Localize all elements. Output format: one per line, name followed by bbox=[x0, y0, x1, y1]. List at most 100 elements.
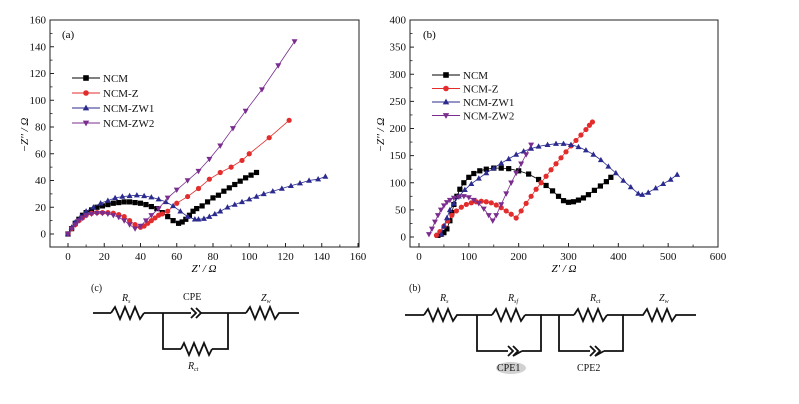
y-tick-label: 350 bbox=[390, 42, 407, 54]
circuit-b-wire-block1 bbox=[476, 314, 542, 352]
data-point bbox=[603, 179, 609, 185]
data-point bbox=[608, 174, 614, 180]
data-point bbox=[110, 200, 116, 206]
data-point bbox=[560, 140, 567, 146]
series-ncm-z bbox=[433, 119, 596, 238]
circuit-c-zw-label: Zw bbox=[261, 293, 271, 305]
data-point bbox=[195, 168, 202, 175]
data-point bbox=[455, 194, 462, 200]
y-tick-label: 60 bbox=[35, 148, 47, 160]
data-point bbox=[437, 207, 444, 213]
data-point bbox=[578, 132, 584, 138]
circuit-c: (c) Rs CPE Zw Rct bbox=[91, 283, 299, 373]
data-point bbox=[183, 216, 189, 222]
legend-item: NCM-ZW2 bbox=[432, 111, 514, 123]
data-point bbox=[65, 231, 71, 238]
chart-b-yticks: 0 50 100 150 200 250 300 350 400 bbox=[390, 15, 414, 244]
data-point bbox=[490, 164, 497, 171]
chart-b-xticks: 0 100 200 300 400 500 600 bbox=[416, 243, 727, 263]
x-tick-label: 100 bbox=[461, 251, 478, 263]
circuit-c-label: (c) bbox=[91, 283, 102, 294]
data-point bbox=[563, 149, 569, 155]
data-point bbox=[137, 223, 144, 230]
data-point bbox=[528, 145, 535, 151]
data-point bbox=[543, 173, 549, 179]
chart-a-xticks: 0 20 40 60 80 100 120 140 160 bbox=[65, 243, 367, 263]
chart-a-frame bbox=[49, 19, 360, 248]
data-point bbox=[533, 186, 539, 192]
x-tick-label: 120 bbox=[277, 251, 294, 263]
data-point bbox=[460, 194, 467, 200]
data-point bbox=[493, 213, 500, 219]
data-point bbox=[560, 198, 567, 204]
data-point bbox=[173, 187, 180, 193]
circuit-b-zw-label: Zw bbox=[659, 293, 669, 305]
data-point bbox=[154, 205, 160, 212]
data-point bbox=[231, 201, 238, 207]
data-point bbox=[315, 176, 322, 182]
data-point bbox=[229, 126, 236, 132]
x-tick-label: 40 bbox=[135, 251, 147, 263]
data-point bbox=[72, 222, 79, 228]
circuit-c-cpe-element bbox=[190, 307, 203, 319]
data-point bbox=[170, 202, 177, 209]
data-point bbox=[170, 218, 176, 224]
x-tick-label: 100 bbox=[241, 251, 258, 263]
data-point bbox=[483, 166, 489, 172]
data-point bbox=[246, 196, 253, 202]
y-tick-label: 250 bbox=[390, 96, 407, 108]
y-tick-label: 0 bbox=[41, 229, 47, 241]
circuit-c-rct-resistor bbox=[180, 340, 213, 358]
chart-a-panel-label: (a) bbox=[62, 29, 75, 41]
chart-b-xlabel: Z' / Ω bbox=[552, 263, 577, 275]
data-point bbox=[228, 164, 234, 170]
data-point bbox=[239, 157, 245, 164]
data-point bbox=[104, 211, 111, 218]
data-point bbox=[440, 203, 447, 209]
data-point bbox=[88, 211, 95, 218]
circuit-b-rsf-resistor bbox=[491, 306, 526, 324]
data-point bbox=[226, 185, 232, 191]
data-point bbox=[645, 189, 652, 195]
data-point bbox=[141, 192, 148, 199]
data-point bbox=[68, 226, 75, 232]
x-tick-label: 0 bbox=[416, 251, 422, 263]
data-point bbox=[217, 208, 224, 214]
data-point bbox=[528, 142, 535, 148]
data-point bbox=[164, 195, 171, 202]
data-point bbox=[132, 199, 138, 206]
data-point bbox=[242, 108, 249, 115]
data-point bbox=[243, 175, 249, 181]
data-point bbox=[297, 180, 303, 186]
data-point bbox=[544, 141, 551, 147]
legend-label: NCM-ZW1 bbox=[103, 103, 154, 115]
data-point bbox=[585, 192, 592, 198]
y-tick-label: 50 bbox=[395, 204, 407, 216]
legend-label: NCM bbox=[103, 73, 128, 85]
x-tick-label: 500 bbox=[660, 251, 677, 263]
legend-item: NCM-ZW2 bbox=[72, 118, 154, 130]
data-point bbox=[480, 206, 487, 212]
circuit-b-rs-resistor bbox=[423, 306, 477, 324]
y-tick-label: 160 bbox=[30, 15, 47, 27]
data-point bbox=[206, 156, 213, 163]
data-point bbox=[461, 180, 467, 186]
legend-item: NCM-Z bbox=[72, 88, 139, 100]
data-point bbox=[185, 193, 191, 200]
x-tick-label: 20 bbox=[99, 251, 111, 263]
series-ncm-zw2 bbox=[65, 39, 298, 238]
data-point bbox=[513, 215, 519, 221]
legend-marker-icon bbox=[83, 75, 89, 81]
data-point bbox=[660, 180, 667, 187]
series-line bbox=[67, 119, 290, 235]
y-tick-label: 80 bbox=[35, 122, 47, 134]
data-point bbox=[224, 204, 231, 210]
data-point bbox=[575, 197, 582, 203]
data-point bbox=[535, 143, 542, 149]
data-point bbox=[239, 198, 245, 205]
data-point bbox=[246, 151, 252, 157]
data-point bbox=[605, 163, 612, 169]
data-point bbox=[674, 171, 681, 177]
